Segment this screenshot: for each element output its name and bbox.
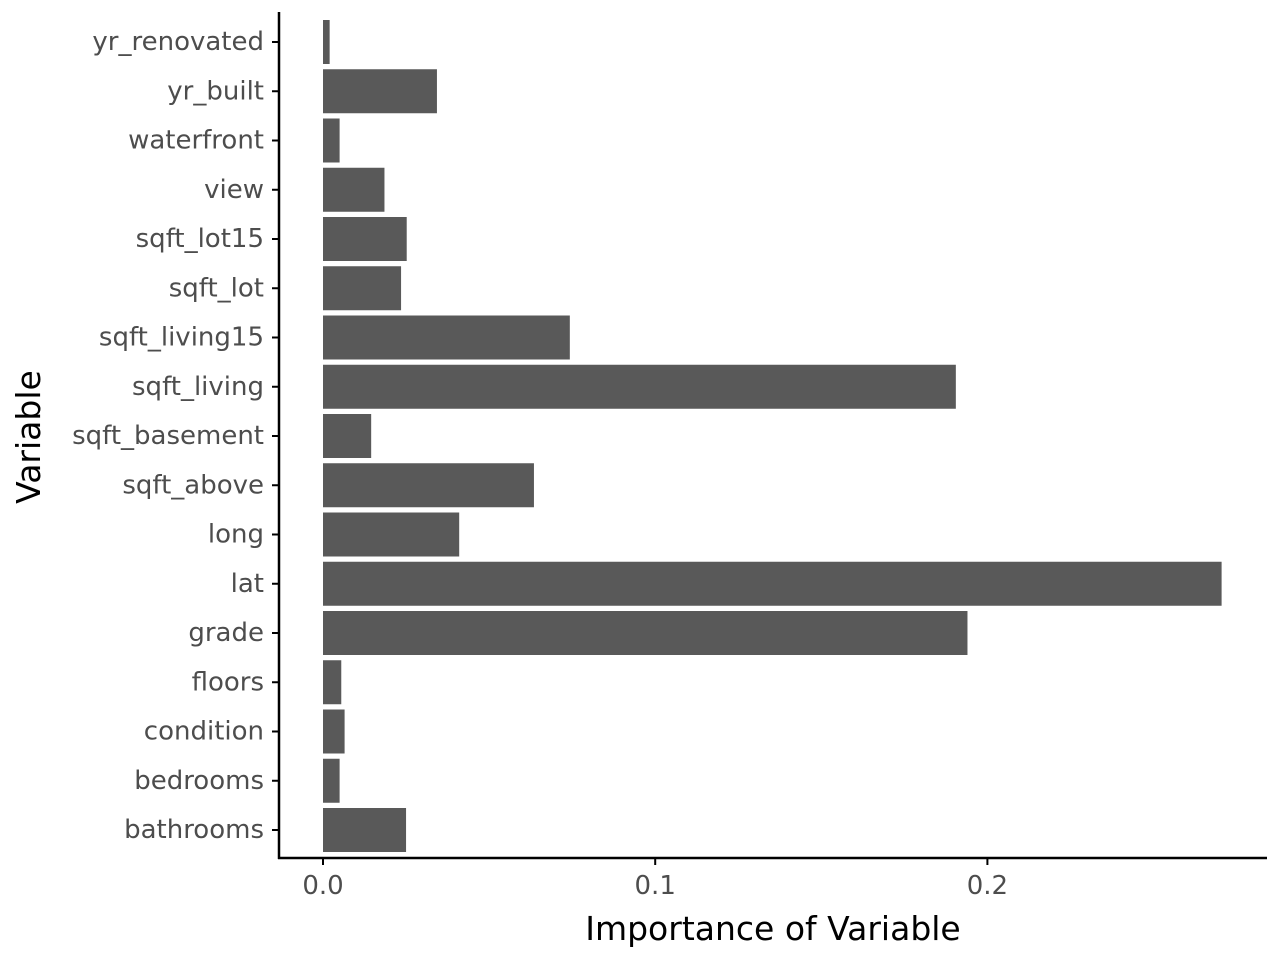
bar-sqft_living [323,364,956,409]
bar-sqft_above [323,463,534,508]
bars-layer [323,20,1222,852]
y-tick-label: yr_built [167,76,264,106]
y-axis-ticks: bathrooms bedrooms condition floors grade lat… [72,27,279,845]
y-tick-label: sqft_above [122,470,264,500]
x-tick-label: 0.1 [635,871,676,901]
bar-condition [323,709,345,754]
bar-sqft_basement [323,414,372,458]
y-tick-label: sqft_basement [72,421,264,451]
bar-sqft_lot15 [323,217,407,261]
bar-sqft_living15 [323,315,570,360]
y-tick-label: yr_renovated [92,27,264,57]
x-tick-label: 0.2 [967,871,1008,901]
y-tick-label: condition [144,717,264,747]
bar-long [323,512,460,557]
y-tick-label: sqft_lot [169,273,264,303]
bar-view [323,167,385,212]
y-tick-label: floors [192,667,264,697]
x-axis-ticks: 0.0 0.1 0.2 [302,858,1008,901]
y-tick-label: waterfront [128,126,264,156]
y-tick-label: lat [231,569,264,599]
bar-waterfront [323,118,340,163]
y-tick-label: long [208,520,264,550]
x-axis-title: Importance of Variable [585,909,961,948]
y-tick-label: sqft_living [132,372,264,402]
y-tick-label: sqft_lot15 [136,224,264,254]
y-axis-title: Variable [9,370,48,504]
bar-yr_built [323,69,437,114]
y-tick-label: bathrooms [124,815,264,845]
y-tick-label: grade [188,618,264,648]
y-tick-label: bedrooms [134,766,264,796]
bar-sqft_lot [323,266,402,311]
bar-bathrooms [323,808,407,852]
bar-floors [323,660,342,705]
x-tick-label: 0.0 [302,871,343,901]
bar-yr_renovated [323,20,330,64]
bar-lat [323,561,1222,606]
bar-grade [323,611,968,655]
y-tick-label: view [204,175,264,205]
bar-bedrooms [323,758,340,803]
y-tick-label: sqft_living15 [99,323,264,353]
